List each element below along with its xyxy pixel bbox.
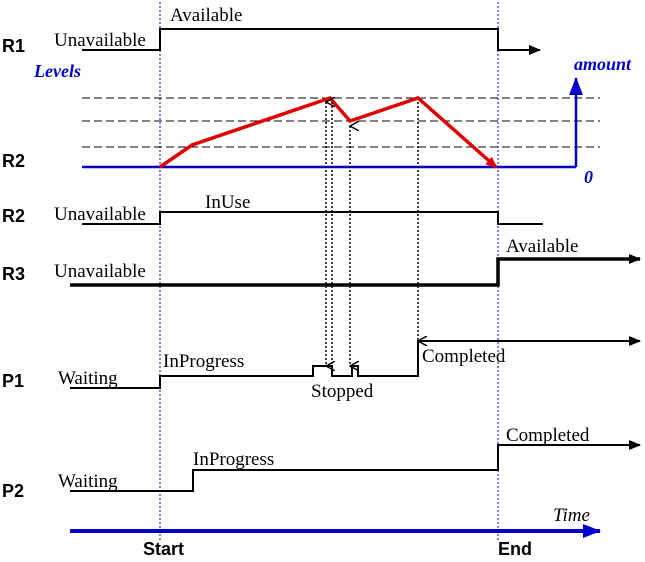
row-label-r2-levels: R2 (2, 151, 25, 171)
r2-inuse-label: InUse (205, 192, 250, 213)
p2-completed-label: Completed (506, 425, 590, 446)
r1-signal (82, 28, 541, 55)
start-label: Start (143, 539, 184, 559)
r2-unavailable-label: Unavailable (54, 204, 146, 225)
r3-available-label: Available (506, 236, 578, 257)
p2-signal (70, 440, 641, 492)
p1-completed-label: Completed (422, 346, 506, 367)
r3-unavailable-label: Unavailable (54, 261, 146, 282)
levels-label: Levels (33, 61, 81, 81)
r1-available-label: Available (170, 5, 242, 26)
amount-axis-label: amount (574, 54, 632, 74)
p2-waiting-label: Waiting (58, 471, 118, 492)
end-label: End (498, 539, 532, 559)
row-label-r2-state: R2 (2, 206, 25, 226)
r3-signal (70, 254, 641, 287)
p1-stopped-label: Stopped (311, 381, 374, 402)
amount-zero-label: 0 (584, 167, 593, 187)
r2-level-curve (159, 95, 498, 169)
p1-inprogress-label: InProgress (163, 351, 244, 372)
p2-inprogress-label: InProgress (193, 449, 274, 470)
row-label-r3: R3 (2, 264, 25, 284)
r2-signal (82, 211, 543, 225)
row-label-p2: P2 (2, 481, 24, 501)
p1-waiting-label: Waiting (58, 368, 118, 389)
row-label-p1: P1 (2, 371, 24, 391)
p1-signal (70, 336, 641, 389)
row-label-r1: R1 (2, 36, 25, 56)
time-axis-label: Time (553, 505, 590, 526)
r1-unavailable-label: Unavailable (54, 30, 146, 51)
